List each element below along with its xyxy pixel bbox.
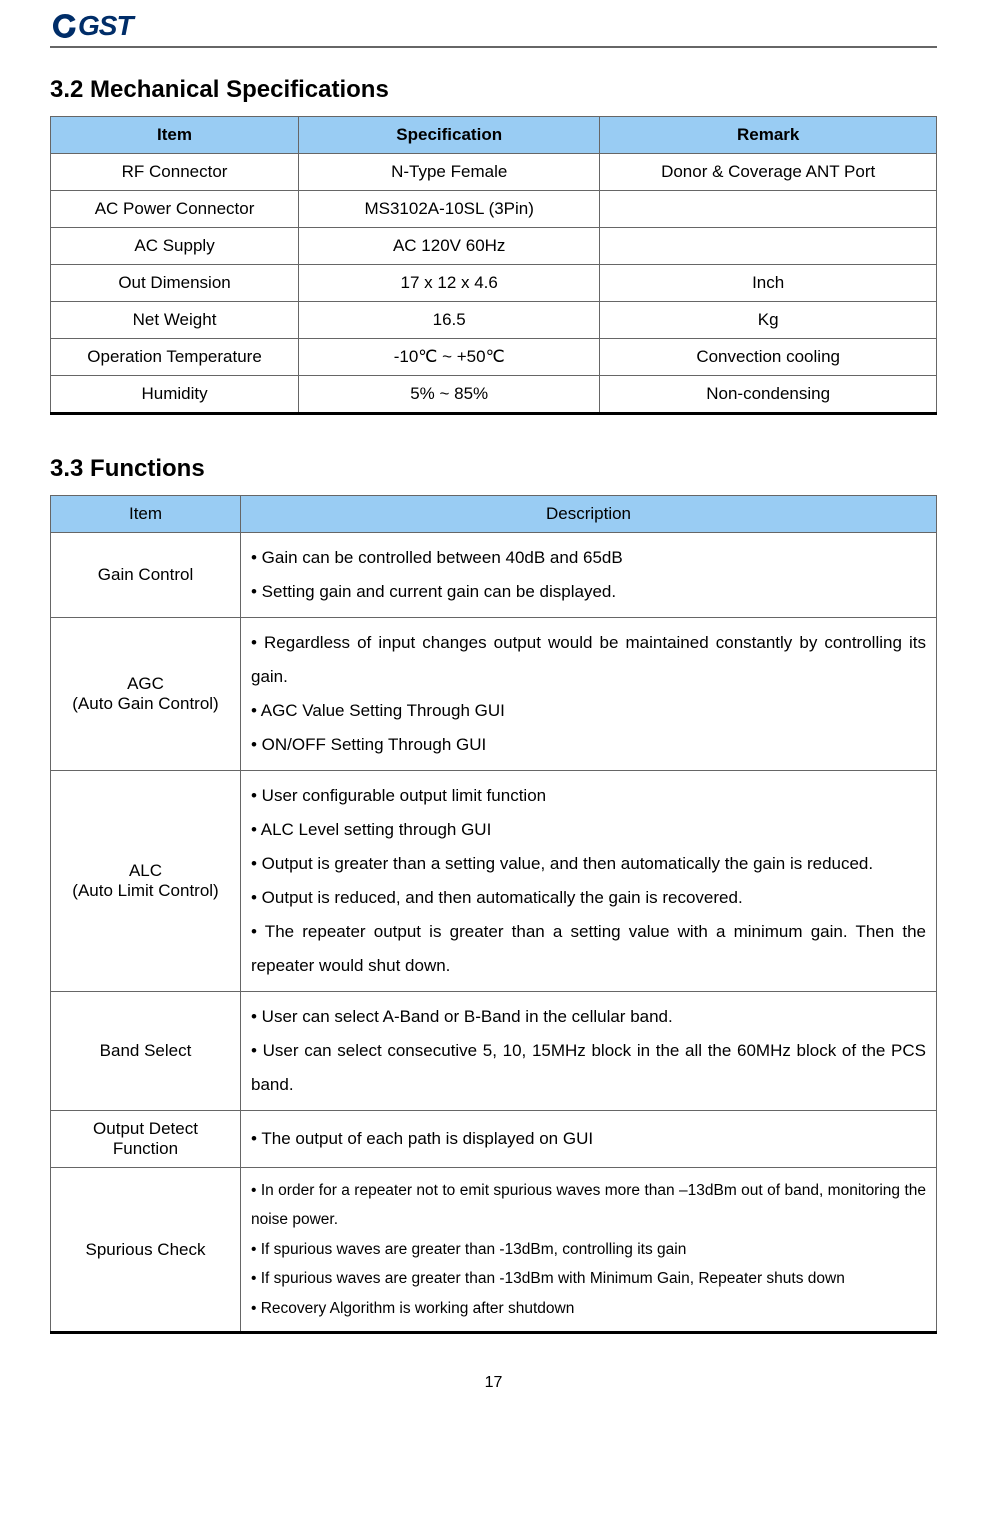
table-row: Humidity5% ~ 85%Non-condensing [51, 376, 937, 414]
table-row: ALC(Auto Limit Control)• User configurab… [51, 771, 937, 992]
table-cell: Donor & Coverage ANT Port [600, 154, 937, 191]
table-cell: Operation Temperature [51, 339, 299, 376]
table-cell-desc: • User can select A-Band or B-Band in th… [241, 992, 937, 1111]
table-row: Band Select• User can select A-Band or B… [51, 992, 937, 1111]
table-cell: AC 120V 60Hz [299, 228, 600, 265]
table-cell: AC Supply [51, 228, 299, 265]
table-cell: Non-condensing [600, 376, 937, 414]
col-header-item: Item [51, 496, 241, 533]
table-cell: 5% ~ 85% [299, 376, 600, 414]
table-row: Net Weight16.5Kg [51, 302, 937, 339]
table-cell-desc: • In order for a repeater not to emit sp… [241, 1168, 937, 1333]
section-title-spec: 3.2 Mechanical Specifications [50, 76, 937, 104]
table-cell-item: Band Select [51, 992, 241, 1111]
col-header-remark: Remark [600, 117, 937, 154]
table-cell: MS3102A-10SL (3Pin) [299, 191, 600, 228]
table-cell: AC Power Connector [51, 191, 299, 228]
table-cell: Convection cooling [600, 339, 937, 376]
col-header-item: Item [51, 117, 299, 154]
table-cell-item: ALC(Auto Limit Control) [51, 771, 241, 992]
col-header-desc: Description [241, 496, 937, 533]
table-cell [600, 191, 937, 228]
table-cell [600, 228, 937, 265]
table-row: Output Detect Function• The output of ea… [51, 1111, 937, 1168]
col-header-spec: Specification [299, 117, 600, 154]
table-cell: Out Dimension [51, 265, 299, 302]
page-header: GST [50, 0, 937, 48]
table-row: RF ConnectorN-Type FemaleDonor & Coverag… [51, 154, 937, 191]
table-cell: Humidity [51, 376, 299, 414]
table-row: AC Power ConnectorMS3102A-10SL (3Pin) [51, 191, 937, 228]
table-row: Spurious Check• In order for a repeater … [51, 1168, 937, 1333]
table-row: Gain Control• Gain can be controlled bet… [51, 533, 937, 618]
table-cell: 17 x 12 x 4.6 [299, 265, 600, 302]
table-cell: Inch [600, 265, 937, 302]
table-header-row: Item Specification Remark [51, 117, 937, 154]
table-cell-desc: • User configurable output limit functio… [241, 771, 937, 992]
table-cell-item: AGC(Auto Gain Control) [51, 618, 241, 771]
table-cell-desc: • Regardless of input changes output wou… [241, 618, 937, 771]
table-cell-item: Spurious Check [51, 1168, 241, 1333]
table-cell: RF Connector [51, 154, 299, 191]
section-title-func: 3.3 Functions [50, 455, 937, 483]
table-cell: 16.5 [299, 302, 600, 339]
table-row: Operation Temperature-10℃ ~ +50℃Convecti… [51, 339, 937, 376]
table-cell: Kg [600, 302, 937, 339]
functions-table: Item Description Gain Control• Gain can … [50, 495, 937, 1334]
table-cell-desc: • Gain can be controlled between 40dB an… [241, 533, 937, 618]
table-cell: N-Type Female [299, 154, 600, 191]
table-row: AGC(Auto Gain Control)• Regardless of in… [51, 618, 937, 771]
table-cell: Net Weight [51, 302, 299, 339]
table-row: AC SupplyAC 120V 60Hz [51, 228, 937, 265]
table-cell: -10℃ ~ +50℃ [299, 339, 600, 376]
table-cell-item: Output Detect Function [51, 1111, 241, 1168]
logo-swirl-icon [50, 11, 80, 41]
table-row: Out Dimension17 x 12 x 4.6Inch [51, 265, 937, 302]
logo: GST [50, 10, 937, 42]
table-cell-desc: • The output of each path is displayed o… [241, 1111, 937, 1168]
page-number: 17 [50, 1374, 937, 1392]
table-header-row: Item Description [51, 496, 937, 533]
table-cell-item: Gain Control [51, 533, 241, 618]
logo-text: GST [78, 10, 133, 42]
mechanical-spec-table: Item Specification Remark RF ConnectorN-… [50, 116, 937, 415]
